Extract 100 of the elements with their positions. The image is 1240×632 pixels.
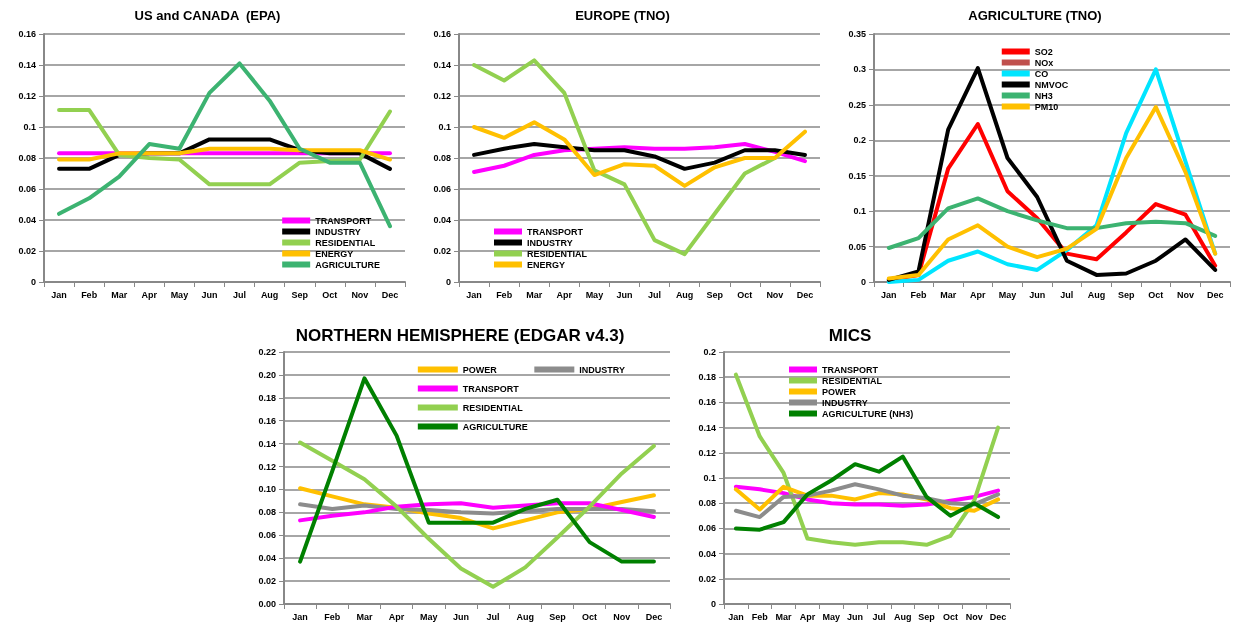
legend-label: NH3 <box>1034 90 1053 101</box>
x-tick-label: May <box>585 289 604 300</box>
x-tick-label: Dec <box>645 611 663 622</box>
legend-label: AGRICULTURE <box>462 421 541 432</box>
y-tick-label: 0.14 <box>258 438 276 449</box>
y-tick-label: 0 <box>445 277 451 287</box>
x-tick-label: Oct <box>942 611 958 622</box>
x-tick-label: Jan <box>881 289 897 300</box>
x-tick-label: May <box>170 289 189 300</box>
x-tick-label: Jun <box>452 611 469 622</box>
x-tick-label: Dec <box>381 289 399 300</box>
x-tick-label: May <box>998 289 1017 300</box>
legend-label: TRANSPORT <box>527 226 584 237</box>
legend-label: TRANSPORT <box>822 364 879 375</box>
y-tick-label: 0.16 <box>258 415 276 426</box>
y-tick-label: 0 <box>30 277 36 287</box>
x-tick-label: Apr <box>556 289 573 300</box>
y-tick-label: 0.1 <box>438 122 451 132</box>
legend-label: RESIDENTIAL <box>822 375 883 386</box>
legend-label: ENERGY <box>315 248 354 259</box>
x-tick-label: Jul <box>1060 289 1074 300</box>
y-tick-label: 0.22 <box>258 347 276 357</box>
y-tick-label: 0.04 <box>258 553 276 564</box>
legend-label: INDUSTRY <box>315 226 361 237</box>
y-tick-label: 0.12 <box>433 91 451 101</box>
y-tick-label: 0.04 <box>433 215 451 225</box>
x-tick-label: Apr <box>141 289 158 300</box>
y-tick-label: 0.14 <box>698 422 716 433</box>
x-tick-label: Jun <box>616 289 633 300</box>
x-tick-label: Dec <box>1206 289 1224 300</box>
y-tick-label: 0.16 <box>433 29 451 39</box>
x-tick-label: Mar <box>356 611 373 622</box>
y-tick-label: 0.35 <box>848 29 866 39</box>
x-tick-label: Jun <box>1029 289 1046 300</box>
y-tick-label: 0.20 <box>258 369 276 380</box>
x-tick-label: Nov <box>766 289 784 300</box>
y-tick-label: 0.2 <box>853 135 866 146</box>
x-tick-label: Nov <box>965 611 983 622</box>
chart-title: US and CANADA (EPA) <box>134 8 281 23</box>
legend-label: CO <box>1034 68 1049 79</box>
x-tick-label: Jul <box>233 289 247 300</box>
x-tick-label: Dec <box>989 611 1007 622</box>
x-tick-label: May <box>419 611 438 622</box>
x-tick-label: Oct <box>1148 289 1164 300</box>
x-tick-label: Mar <box>940 289 957 300</box>
y-tick-label: 0.06 <box>433 184 451 194</box>
legend-label: AGRICULTURE <box>315 259 380 270</box>
x-tick-label: Mar <box>111 289 128 300</box>
x-tick-label: Sep <box>1117 289 1135 300</box>
x-tick-label: Feb <box>751 611 769 622</box>
x-tick-label: Nov <box>1176 289 1195 300</box>
y-tick-label: 0.1 <box>703 473 716 483</box>
x-tick-label: Jan <box>728 611 744 622</box>
y-tick-label: 0.08 <box>433 153 451 163</box>
x-tick-label: May <box>822 611 841 622</box>
x-tick-label: Feb <box>910 289 927 300</box>
y-tick-label: 0.14 <box>433 60 451 70</box>
chart-title: EUROPE (TNO) <box>575 8 670 23</box>
legend-label: RESIDENTIAL <box>527 248 588 259</box>
x-tick-label: Feb <box>81 289 98 300</box>
x-tick-label: Nov <box>351 289 369 300</box>
y-tick-label: 0.12 <box>18 91 36 101</box>
x-tick-label: Jul <box>872 611 886 622</box>
x-tick-label: Aug <box>894 611 912 622</box>
x-tick-label: Jul <box>486 611 500 622</box>
legend-label: INDUSTRY <box>527 237 573 248</box>
y-tick-label: 0 <box>710 599 716 609</box>
x-tick-label: Dec <box>796 289 814 300</box>
y-tick-label: 0.08 <box>258 507 276 518</box>
legend-label: POWER <box>822 386 857 397</box>
x-tick-label: Feb <box>496 289 513 300</box>
y-tick-label: 0.1 <box>853 206 866 217</box>
y-tick-label: 0.06 <box>698 523 716 534</box>
y-tick-label: 0.08 <box>698 498 716 509</box>
y-tick-label: 0.25 <box>848 99 866 110</box>
y-tick-label: 0.2 <box>703 347 716 357</box>
x-tick-label: Jul <box>648 289 662 300</box>
y-tick-label: 0 <box>860 277 866 287</box>
x-tick-label: Nov <box>613 611 631 622</box>
x-tick-label: Oct <box>322 289 338 300</box>
y-tick-label: 0.1 <box>23 122 36 132</box>
legend-label: AGRICULTURE (NH3) <box>822 408 914 419</box>
x-tick-label: Aug <box>1087 289 1106 300</box>
x-tick-label: Sep <box>291 289 309 300</box>
x-tick-label: Aug <box>675 289 694 300</box>
x-tick-label: Sep <box>706 289 724 300</box>
y-tick-label: 0.15 <box>848 170 866 181</box>
y-tick-label: 0.12 <box>258 461 276 472</box>
chart-title: AGRICULTURE (TNO) <box>968 8 1102 23</box>
chart-title: MICS <box>828 326 872 345</box>
y-tick-label: 0.08 <box>18 153 36 163</box>
legend-label: NMVOC <box>1034 79 1069 90</box>
x-tick-label: Sep <box>549 611 567 622</box>
y-tick-label: 0.02 <box>433 246 451 256</box>
y-tick-label: 0.04 <box>698 548 716 559</box>
x-tick-label: Apr <box>388 611 405 622</box>
legend-label: RESIDENTIAL <box>315 237 376 248</box>
x-tick-label: Jan <box>466 289 482 300</box>
x-tick-label: Mar <box>775 611 793 622</box>
x-tick-label: Aug <box>516 611 534 622</box>
